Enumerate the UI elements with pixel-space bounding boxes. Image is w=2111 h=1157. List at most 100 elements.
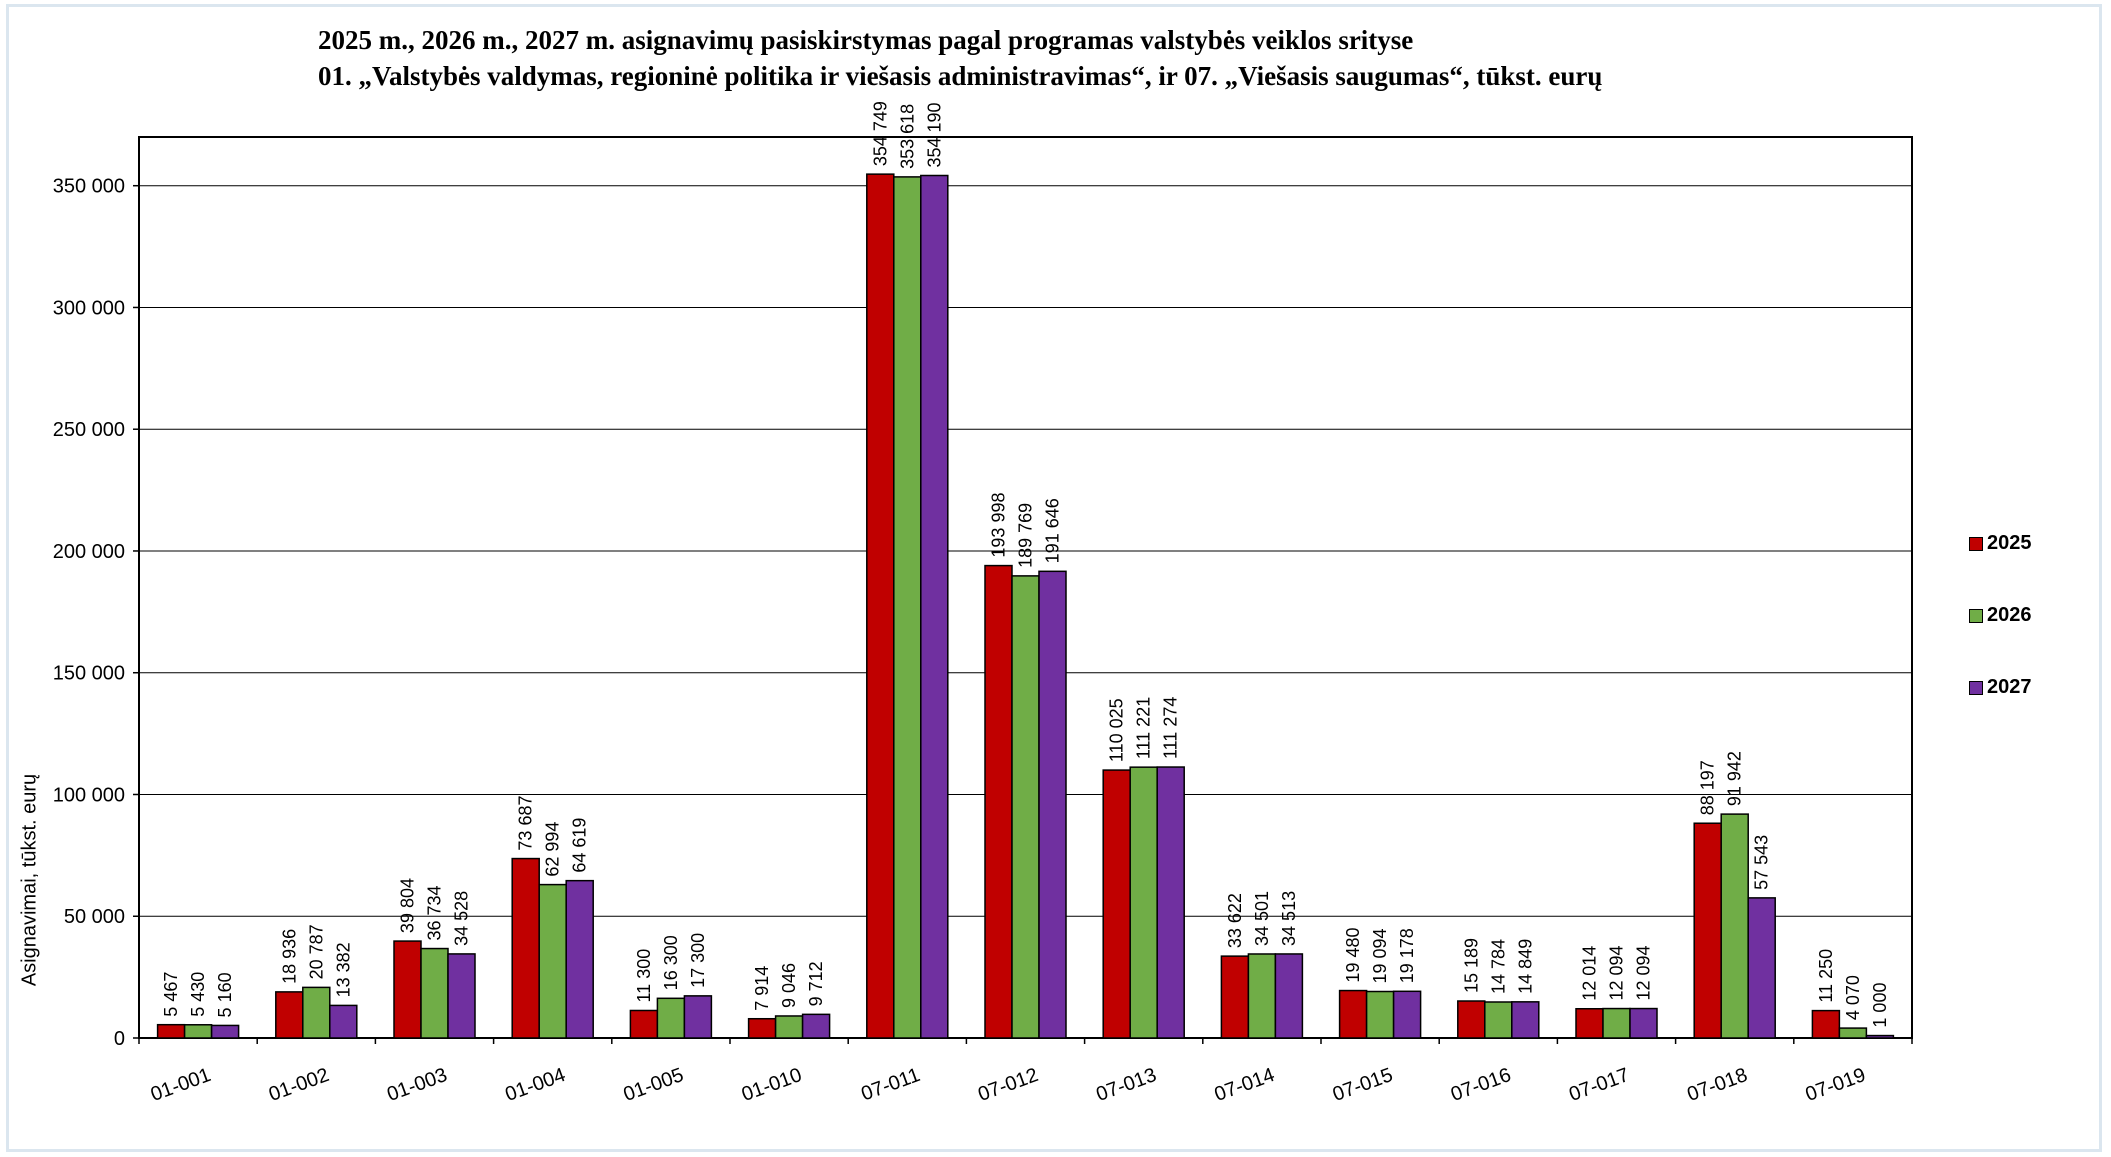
bar-2025-01-005 (629, 1009, 659, 1039)
x-tick-label: 01-004 (502, 1064, 568, 1106)
data-label: 111 274 (1161, 697, 1181, 759)
chart-title: 2025 m., 2026 m., 2027 m. asignavimų pas… (318, 25, 1414, 55)
x-tick-label: 07-012 (975, 1064, 1041, 1106)
bar-2025-01-002 (275, 991, 304, 1039)
data-label: 111 221 (1134, 697, 1154, 759)
data-label: 36 734 (425, 885, 445, 940)
y-tick-label: 50 000 (64, 906, 125, 928)
legend-swatch-2026 (1969, 608, 1983, 623)
bar-2025-01-010 (747, 1017, 777, 1039)
data-label: 20 787 (306, 924, 326, 979)
data-label: 9 046 (779, 963, 799, 1008)
data-label: 33 622 (1225, 893, 1245, 948)
bar-2026-07-015 (1365, 990, 1395, 1039)
data-label: 7 914 (752, 966, 772, 1011)
bar-2027-01-001 (210, 1024, 240, 1039)
chart-subtitle: 01. „Valstybės valdymas, regioninė polit… (318, 61, 1603, 91)
x-tick-label: 07-013 (1093, 1064, 1159, 1106)
data-label: 11 300 (634, 949, 654, 1003)
x-tick-label: 01-010 (739, 1064, 805, 1106)
bar-2027-01-003 (447, 953, 476, 1039)
data-label: 9 712 (806, 961, 826, 1006)
bar-2027-07-018 (1747, 897, 1776, 1039)
data-label: 354 749 (870, 101, 890, 166)
data-label: 64 619 (570, 818, 590, 873)
data-label: 91 942 (1725, 751, 1745, 806)
bar-2026-01-001 (183, 1024, 213, 1039)
data-label: 57 543 (1752, 835, 1772, 890)
bar-2025-01-004 (511, 857, 540, 1039)
x-tick-label: 07-015 (1330, 1064, 1396, 1106)
bar-2025-07-012 (984, 564, 1013, 1039)
y-tick-label: 200 000 (53, 541, 125, 563)
legend-item-2026: 2026 (1969, 604, 2032, 627)
bar-2027-07-015 (1392, 990, 1422, 1039)
data-label: 189 769 (1016, 503, 1036, 568)
data-label: 34 501 (1252, 891, 1272, 946)
data-label: 16 300 (661, 935, 681, 990)
bar-2025-07-011 (866, 173, 895, 1039)
data-label: 34 513 (1279, 891, 1299, 946)
legend-swatch-2025 (1969, 536, 1983, 551)
bar-2027-07-011 (920, 174, 949, 1039)
data-label: 88 197 (1698, 760, 1718, 815)
bar-2027-07-014 (1274, 953, 1304, 1039)
bar-2027-07-016 (1511, 1001, 1540, 1039)
data-label: 19 480 (1343, 928, 1363, 983)
x-tick-label: 07-018 (1684, 1064, 1750, 1106)
x-tick-label: 01-005 (621, 1064, 687, 1106)
legend-label-2025: 2025 (1987, 532, 2032, 554)
data-label: 18 936 (279, 929, 299, 984)
bar-2027-07-019 (1865, 1034, 1895, 1039)
data-label: 354 190 (924, 102, 944, 167)
y-tick-label: 100 000 (53, 784, 125, 806)
bar-2025-07-019 (1811, 1009, 1841, 1039)
bar-2027-01-005 (683, 995, 713, 1039)
y-tick-label: 150 000 (53, 663, 125, 685)
x-tick-label: 07-019 (1803, 1064, 1869, 1106)
data-label: 19 094 (1370, 928, 1390, 983)
data-label: 5 160 (215, 972, 235, 1017)
data-label: 4 070 (1843, 975, 1863, 1020)
x-tick-label: 07-016 (1448, 1064, 1514, 1106)
legend-swatch-2027 (1969, 680, 1983, 695)
bar-2026-07-018 (1720, 813, 1749, 1039)
legend-item-2025: 2025 (1969, 532, 2032, 555)
bar-2026-07-016 (1484, 1001, 1513, 1039)
legend-label-2027: 2027 (1987, 676, 2032, 698)
data-label: 193 998 (989, 493, 1009, 558)
bar-2025-07-018 (1693, 822, 1722, 1039)
bar-2026-07-017 (1602, 1007, 1631, 1039)
bar-2026-01-010 (774, 1015, 804, 1039)
figure-frame (6, 4, 2102, 1152)
chart-title-block: 2025 m., 2026 m., 2027 m. asignavimų pas… (318, 22, 1602, 94)
bar-2026-07-012 (1011, 575, 1040, 1039)
y-tick-label: 300 000 (53, 297, 125, 319)
y-tick-label: 0 (114, 1028, 125, 1050)
bar-2026-07-011 (893, 176, 922, 1039)
x-tick-label: 01-003 (384, 1064, 450, 1106)
bar-2026-07-014 (1247, 953, 1277, 1039)
bar-2026-01-004 (538, 883, 567, 1039)
data-label: 110 025 (1107, 698, 1127, 762)
bar-2027-07-013 (1156, 766, 1185, 1039)
bar-2027-01-010 (801, 1013, 831, 1039)
x-tick-label: 07-017 (1566, 1064, 1632, 1106)
data-label: 14 784 (1488, 939, 1508, 994)
data-label: 12 094 (1634, 945, 1654, 1000)
bar-2027-01-002 (329, 1004, 358, 1039)
data-label: 73 687 (516, 795, 536, 850)
data-label: 5 430 (188, 972, 208, 1017)
x-tick-label: 07-011 (858, 1064, 923, 1105)
bar-2025-07-013 (1102, 769, 1131, 1039)
data-label: 62 994 (543, 822, 563, 877)
y-tick-label: 350 000 (53, 176, 125, 198)
x-tick-label: 07-014 (1212, 1064, 1278, 1106)
data-label: 13 382 (333, 942, 353, 997)
data-label: 17 300 (688, 933, 708, 988)
y-tick-label: 250 000 (53, 419, 125, 441)
data-label: 15 189 (1461, 938, 1481, 993)
bar-2026-07-013 (1129, 766, 1158, 1039)
bar-2025-07-014 (1220, 955, 1250, 1039)
